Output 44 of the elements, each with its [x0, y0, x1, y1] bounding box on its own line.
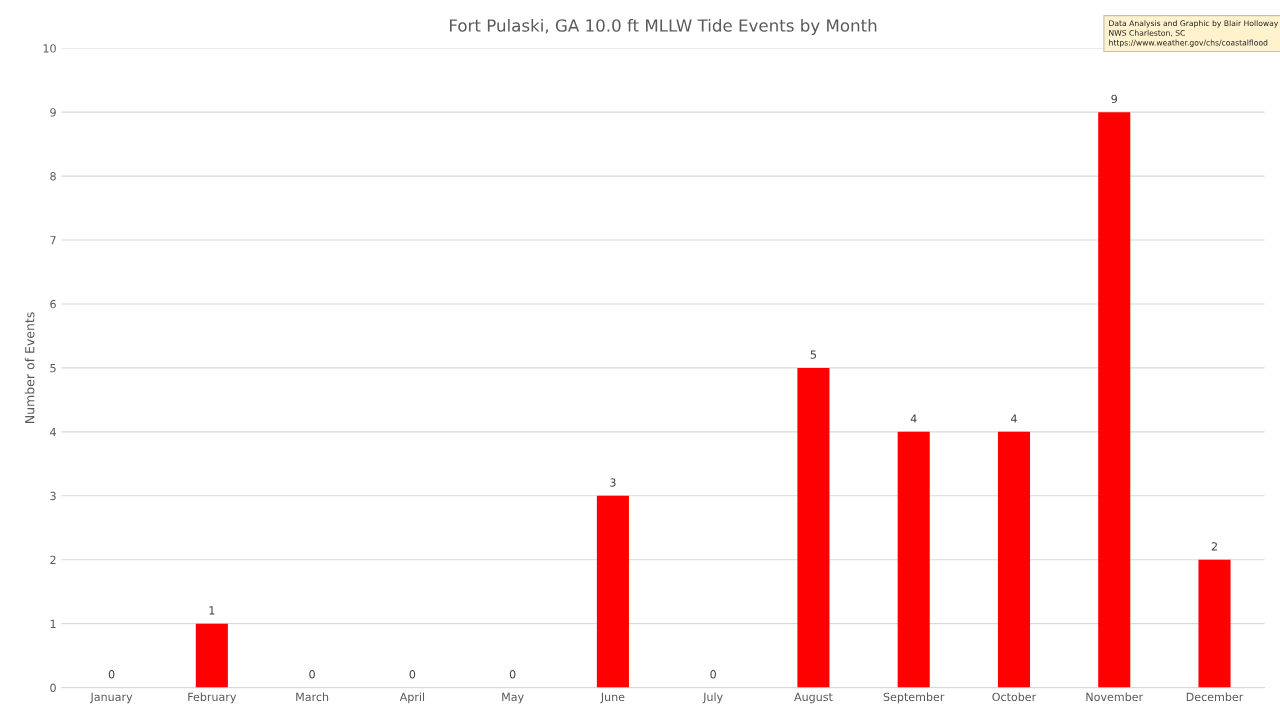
data-label: 0 [509, 670, 516, 679]
bar [797, 367, 830, 688]
x-tick-label: August [794, 692, 833, 704]
x-tick-label: June [600, 692, 625, 704]
data-label: 2 [1211, 542, 1217, 551]
bar [1198, 559, 1231, 688]
bar [897, 431, 930, 688]
y-tick-label: 7 [50, 236, 56, 245]
y-tick-label: 10 [43, 44, 56, 53]
data-label: 0 [108, 670, 115, 679]
y-tick-label: 8 [50, 172, 56, 181]
bar [596, 495, 629, 688]
data-label: 0 [409, 670, 416, 679]
y-tick-label: 1 [50, 619, 56, 628]
x-tick-label: February [188, 692, 237, 704]
y-tick-label: 9 [50, 108, 56, 117]
data-label: 4 [1010, 414, 1017, 423]
bar [1098, 112, 1131, 688]
data-label: 0 [710, 670, 716, 679]
data-label: 3 [610, 478, 616, 487]
x-tick-label: July [702, 692, 723, 704]
x-tick-label: April [399, 692, 425, 704]
x-tick-label: December [1186, 692, 1244, 702]
y-axis-title: Number of Events [24, 312, 35, 423]
y-tick-label: 4 [50, 427, 56, 437]
bar [195, 623, 228, 688]
bar [997, 431, 1031, 688]
y-tick-label: 6 [50, 299, 56, 309]
y-tick-label: 0 [50, 683, 56, 692]
data-label: 5 [810, 350, 816, 359]
data-label: 1 [209, 606, 215, 615]
x-tick-label: October [992, 692, 1037, 702]
x-tick-label: September [883, 692, 945, 704]
data-label: 0 [309, 670, 315, 679]
x-tick-label: November [1086, 692, 1144, 702]
x-tick-label: January [89, 692, 133, 704]
x-tick-label: March [296, 692, 329, 702]
y-tick-label: 5 [50, 364, 56, 373]
data-label: 4 [910, 414, 917, 423]
data-label: 9 [1111, 94, 1117, 104]
y-tick-label: 3 [50, 491, 56, 501]
x-tick-label: May [502, 692, 524, 704]
y-tick-label: 2 [50, 555, 56, 564]
chart-title: Fort Pulaski, GA 10.0 ft MLLW Tide Events by Month [450, 18, 877, 36]
